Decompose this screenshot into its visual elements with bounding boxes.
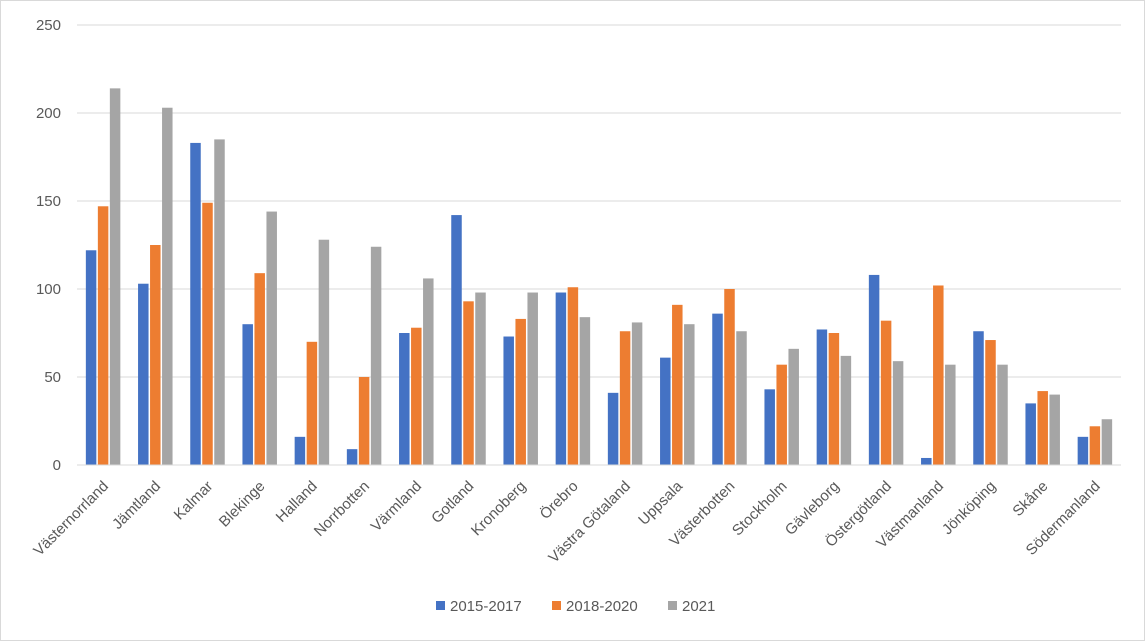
bar-2015-2017-Västra Götaland [607, 392, 619, 465]
bar-2018-2020-Kronoberg [515, 318, 526, 465]
x-tick-label: Kronoberg [468, 478, 530, 540]
bar-2021-Jämtland [162, 107, 173, 465]
bar-2015-2017-Kronoberg [503, 336, 514, 465]
bar-2015-2017-Halland [294, 436, 306, 465]
x-tick-label: Kalmar [171, 478, 217, 524]
legend-label: 2018-2020 [566, 598, 638, 615]
bar-2021-Kalmar [214, 139, 225, 465]
bar-2015-2017-Östergötland [868, 274, 880, 465]
bar-2018-2020-Värmland [411, 327, 422, 465]
bar-2018-2020-Halland [306, 341, 318, 465]
y-tick-label: 50 [44, 369, 61, 386]
bar-2015-2017-Södermanland [1077, 436, 1089, 465]
bar-2021-Halland [318, 239, 330, 465]
gridlines [77, 24, 1121, 378]
bar-2015-2017-Norrbotten [346, 449, 358, 465]
bar-2018-2020-Västmanland [933, 285, 944, 465]
x-tick-label: Jönköping [939, 478, 999, 538]
x-tick-label: Västernorrland [30, 478, 112, 560]
bar-2021-Gotland [475, 292, 486, 465]
bar-2021-Västernorrland [109, 88, 121, 466]
bar-2015-2017-Jönköping [973, 331, 984, 465]
bar-2018-2020-Stockholm [776, 364, 787, 465]
bar-2018-2020-Jämtland [150, 245, 161, 465]
bars [85, 88, 1113, 466]
bar-2018-2020-Örebro [567, 287, 579, 465]
x-tick-label: Norrbotten [311, 478, 373, 540]
bar-2015-2017-Värmland [399, 333, 410, 465]
x-tick-label: Skåne [1009, 478, 1051, 520]
bar-2018-2020-Västra Götaland [619, 331, 631, 465]
bar-2021-Västerbotten [736, 331, 747, 465]
bar-2018-2020-Skåne [1037, 391, 1048, 465]
legend: 2015-2017 2018-2020 2021 [436, 598, 715, 615]
x-tick-label: Stockholm [729, 478, 791, 540]
bar-2018-2020-Kalmar [202, 202, 213, 465]
bar-2021-Östergötland [892, 361, 904, 465]
bar-2021-Stockholm [788, 348, 799, 465]
legend-swatch-2018-2020 [552, 601, 561, 610]
bar-2018-2020-Gotland [463, 301, 474, 465]
bar-2018-2020-Gävleborg [828, 333, 840, 465]
bar-2015-2017-Gotland [451, 215, 462, 465]
x-tick-label: Halland [273, 478, 321, 526]
y-tick-label: 200 [36, 105, 61, 122]
y-tick-label: 150 [36, 193, 61, 210]
y-tick-label: 100 [36, 281, 61, 298]
bar-2015-2017-Västerbotten [712, 313, 723, 465]
legend-swatch-2015-2017 [436, 601, 445, 610]
y-tick-label: 0 [53, 457, 61, 474]
bar-2021-Västmanland [945, 364, 956, 465]
bar-2021-Kronoberg [527, 292, 538, 465]
bar-2015-2017-Västernorrland [85, 250, 97, 465]
bar-2021-Västra Götaland [631, 322, 643, 465]
bar-2021-Jönköping [997, 364, 1008, 465]
x-tick-label: Uppsala [635, 477, 686, 528]
bar-2018-2020-Blekinge [254, 273, 265, 465]
bar-2018-2020-Västernorrland [97, 206, 109, 465]
bar-2015-2017-Skåne [1025, 403, 1036, 465]
bar-2015-2017-Västmanland [921, 457, 932, 465]
x-tick-label: Jämtland [109, 478, 164, 533]
bar-2015-2017-Jämtland [138, 283, 149, 465]
bar-2018-2020-Norrbotten [358, 377, 370, 465]
bar-2018-2020-Östergötland [880, 320, 892, 465]
bar-2018-2020-Västerbotten [724, 289, 735, 465]
bar-2021-Norrbotten [370, 246, 382, 465]
bar-2015-2017-Gävleborg [816, 329, 828, 465]
bar-2021-Skåne [1049, 394, 1060, 465]
x-tick-label: Värmland [368, 478, 425, 535]
bar-2021-Örebro [579, 317, 591, 465]
bar-2015-2017-Örebro [555, 292, 567, 465]
bar-2021-Södermanland [1101, 419, 1113, 465]
legend-label: 2015-2017 [450, 598, 522, 615]
legend-swatch-2021 [668, 601, 677, 610]
y-tick-label: 250 [36, 17, 61, 34]
x-tick-label: Gotland [428, 478, 477, 527]
bar-2015-2017-Blekinge [242, 324, 253, 465]
bar-2018-2020-Södermanland [1089, 426, 1101, 465]
bar-2018-2020-Uppsala [672, 304, 683, 465]
legend-label: 2021 [682, 598, 715, 615]
bar-2015-2017-Stockholm [764, 389, 775, 465]
x-tick-label: Blekinge [216, 478, 269, 531]
y-axis-ticks: 0 50 100 150 200 250 [36, 17, 61, 474]
bar-2021-Blekinge [266, 211, 277, 465]
bar-2018-2020-Jönköping [985, 340, 996, 465]
x-tick-label: Örebro [536, 477, 582, 523]
bar-2021-Uppsala [684, 324, 695, 465]
bar-2021-Värmland [423, 278, 434, 465]
bar-2015-2017-Uppsala [660, 357, 671, 465]
bar-2021-Gävleborg [840, 355, 852, 465]
bar-2015-2017-Kalmar [190, 142, 201, 466]
